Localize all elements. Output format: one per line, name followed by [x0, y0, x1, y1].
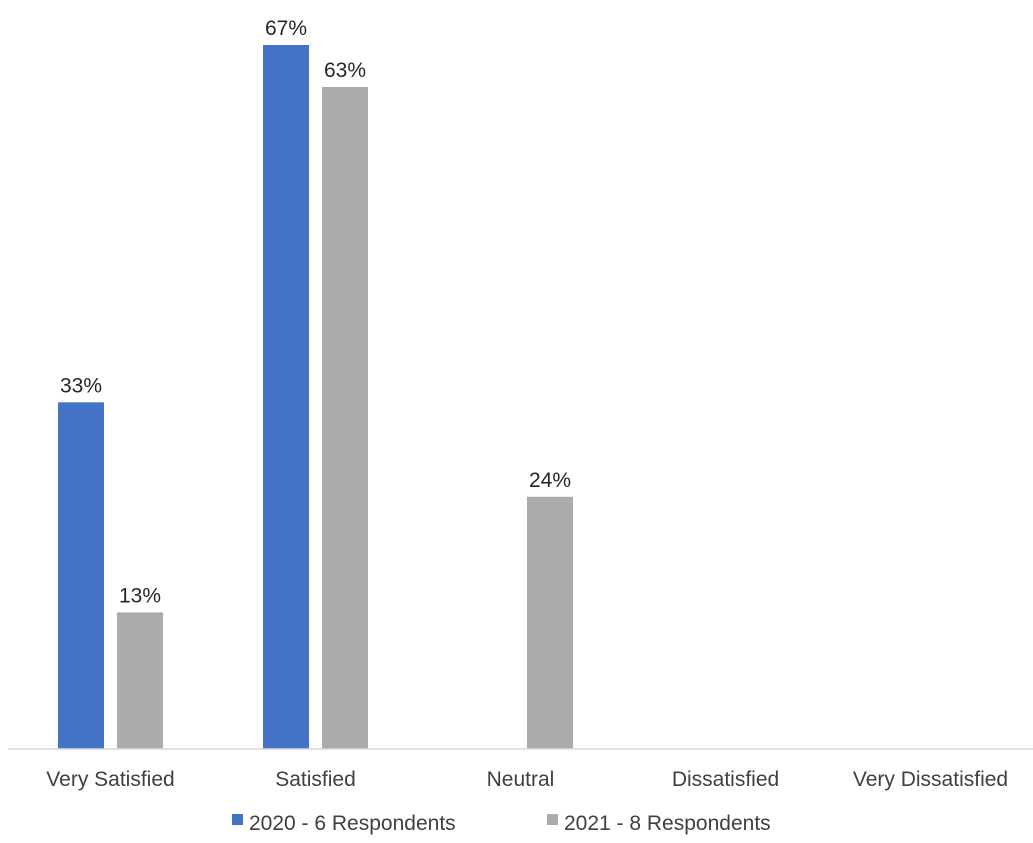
bar-neutral-series-2 [527, 496, 573, 749]
legend-swatch-series-2 [547, 814, 558, 825]
legend-label-series-2: 2021 - 8 Respondents [564, 812, 771, 835]
data-label-satisfied-series-1: 67% [265, 17, 307, 40]
bar-satisfied-series-1 [263, 45, 309, 749]
bar-satisfied-series-2 [322, 87, 368, 749]
category-label-satisfied: Satisfied [275, 768, 356, 791]
legend: 2020 - 6 Respondents 2021 - 8 Respondents [232, 812, 771, 835]
category-label-neutral: Neutral [487, 768, 555, 791]
data-label-satisfied-series-2: 63% [324, 59, 366, 82]
data-label-neutral-series-2: 24% [529, 469, 571, 492]
data-label-very-satisfied-series-1: 33% [60, 374, 102, 397]
category-label-very-dissatisfied: Very Dissatisfied [853, 768, 1008, 791]
category-label-dissatisfied: Dissatisfied [672, 768, 779, 791]
bar-very-satisfied-series-1 [58, 402, 104, 749]
legend-swatch-series-1 [232, 814, 243, 825]
legend-label-series-1: 2020 - 6 Respondents [249, 812, 456, 835]
data-label-very-satisfied-series-2: 13% [119, 584, 161, 607]
category-labels-layer: Very Satisfied Satisfied Neutral Dissatisfi… [46, 768, 1008, 791]
category-label-very-satisfied: Very Satisfied [46, 768, 174, 791]
bars-layer [58, 45, 573, 749]
bar-very-satisfied-series-2 [117, 612, 163, 749]
data-labels-layer: 33% 13% 67% 63% 24% [60, 17, 571, 607]
